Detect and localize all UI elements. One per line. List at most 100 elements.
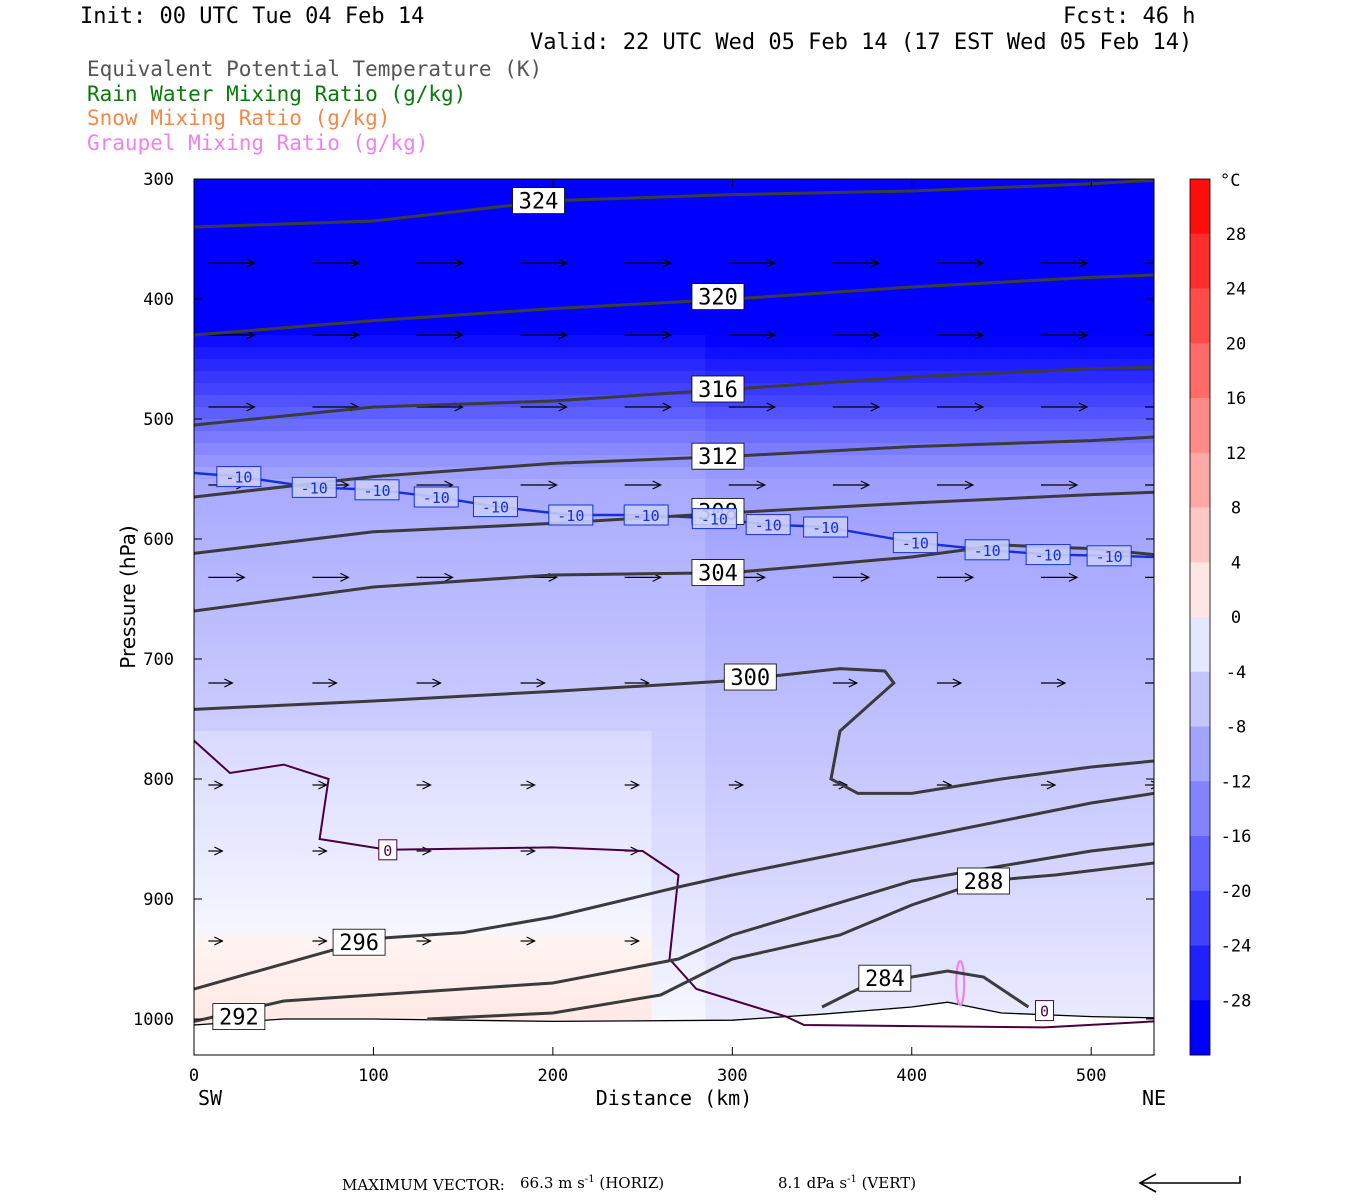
temperature-cell — [436, 179, 465, 192]
temperature-cell — [597, 983, 626, 996]
wind-vector-head — [766, 330, 777, 340]
temperature-cell — [1082, 731, 1111, 744]
temperature-cell — [463, 743, 492, 756]
temperature-cell — [839, 647, 868, 660]
temperature-cell — [866, 203, 895, 216]
temperature-cell — [947, 203, 976, 216]
temperature-cell — [247, 347, 276, 360]
temperature-cell — [409, 707, 438, 720]
temperature-cell — [1055, 203, 1084, 216]
temperature-cell — [786, 983, 815, 996]
temperature-cell — [624, 971, 653, 984]
temperature-cell — [920, 191, 949, 204]
temperature-cell — [1028, 587, 1057, 600]
temperature-cell — [974, 239, 1003, 252]
temperature-cell — [866, 575, 895, 588]
temperature-cell — [355, 407, 384, 420]
temperature-cell — [1136, 659, 1154, 672]
temperature-cell — [624, 671, 653, 684]
temperature-cell — [436, 971, 465, 984]
wind-vector-head — [454, 258, 464, 268]
temperature-cell — [839, 719, 868, 732]
temperature-cell — [624, 911, 653, 924]
wind-vector-head — [558, 402, 568, 412]
temperature-cell — [651, 779, 680, 792]
temperature-cell — [732, 839, 761, 852]
temperature-cell — [813, 587, 841, 600]
temperature-cell — [947, 731, 976, 744]
temperature-cell — [597, 719, 626, 732]
temperature-cell — [624, 1007, 653, 1020]
temperature-cell — [813, 419, 841, 432]
temperature-cell — [1082, 779, 1111, 792]
temperature-cell — [490, 299, 518, 312]
temperature-cell — [947, 899, 976, 912]
temperature-cell — [813, 395, 841, 408]
temperature-cell — [543, 323, 572, 336]
temperature-cell — [651, 671, 680, 684]
temperature-cell — [301, 635, 330, 648]
temperature-cell — [194, 227, 222, 240]
temperature-cell — [247, 191, 276, 204]
temperature-cell — [597, 863, 626, 876]
temperature-cell — [516, 971, 545, 984]
temperature-cell — [1136, 299, 1154, 312]
colorbar-label: -12 — [1221, 772, 1252, 792]
temperature-cell — [1055, 983, 1084, 996]
temp-label: -10 — [812, 519, 839, 537]
temperature-cell — [1001, 299, 1030, 312]
temperature-cell — [1028, 755, 1057, 768]
temperature-cell — [1001, 311, 1030, 324]
temperature-cell — [274, 743, 303, 756]
temperature-cell — [1136, 623, 1154, 636]
temp-label-box — [1025, 544, 1071, 566]
colorbar-swatch — [1190, 179, 1210, 235]
temperature-cell — [866, 395, 895, 408]
temperature-cell — [1109, 899, 1138, 912]
temperature-cell — [274, 515, 303, 528]
temperature-cell — [570, 731, 599, 744]
temperature-cell — [490, 995, 518, 1008]
temperature-cell — [651, 239, 680, 252]
temperature-cell — [516, 419, 545, 432]
temperature-cell — [759, 995, 788, 1008]
temperature-cell — [705, 863, 734, 876]
temperature-cell — [813, 335, 841, 348]
temperature-cell — [866, 227, 895, 240]
temperature-cell — [328, 395, 357, 408]
temperature-cell — [597, 323, 626, 336]
temperature-cell — [436, 827, 465, 840]
temperature-cell — [220, 875, 249, 888]
theta-e-label-box — [691, 559, 745, 586]
temperature-cell — [597, 911, 626, 924]
temperature-cell — [1082, 419, 1111, 432]
temperature-cell — [301, 671, 330, 684]
temperature-cell — [409, 731, 438, 744]
wind-vector-head — [756, 480, 767, 490]
temperature-cell — [1082, 323, 1111, 336]
temperature-cell — [759, 707, 788, 720]
temperature-cell — [1001, 263, 1030, 276]
temperature-cell — [947, 647, 976, 660]
temperature-cell — [194, 719, 222, 732]
temperature-cell — [274, 875, 303, 888]
temperature-cell — [301, 275, 330, 288]
temperature-cell — [1028, 683, 1057, 696]
temperature-cell — [1082, 959, 1111, 972]
temperature-cell — [920, 683, 949, 696]
temperature-cell — [920, 659, 949, 672]
temperature-cell — [974, 215, 1003, 228]
wind-vector-head — [860, 572, 871, 582]
temperature-cell — [759, 899, 788, 912]
temperature-cell — [382, 431, 411, 444]
temperature-cell — [543, 551, 572, 564]
temperature-cell — [570, 443, 599, 456]
temperature-cell — [839, 803, 868, 816]
temperature-cell — [1028, 659, 1057, 672]
temperature-cell — [651, 839, 680, 852]
temperature-cell — [1082, 815, 1111, 828]
temperature-cell — [732, 263, 761, 276]
temperature-cell — [624, 371, 653, 384]
vert-tag: (VERT) — [856, 1174, 917, 1192]
temperature-cell — [490, 287, 518, 300]
